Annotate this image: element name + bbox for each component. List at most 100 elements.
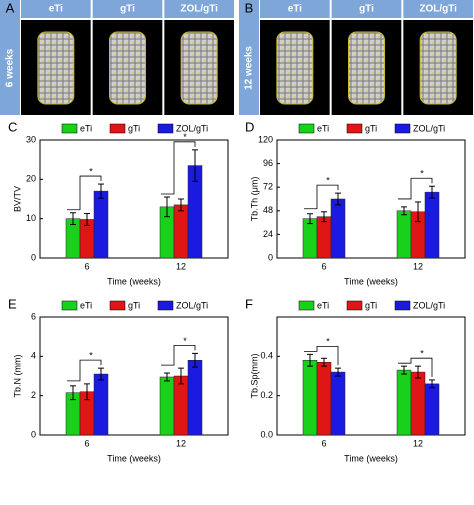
- legend-label: eTi: [317, 300, 329, 310]
- y-tick-label: 6: [31, 311, 36, 321]
- panel-label: B: [245, 0, 254, 15]
- row-label: 12 weeks: [244, 46, 255, 90]
- error-bar: [70, 212, 76, 226]
- row-label-bg: [0, 0, 20, 115]
- bar: [424, 383, 440, 436]
- bar: [93, 190, 109, 259]
- x-axis-label: Time (weeks): [107, 276, 161, 286]
- panel-label: D: [245, 119, 254, 134]
- error-bar: [164, 196, 170, 218]
- y-tick-label: 72: [263, 182, 273, 192]
- x-tick-label: 6: [84, 438, 89, 448]
- y-tick-label: 10: [26, 213, 36, 223]
- column-header: eTi: [288, 4, 302, 15]
- bar: [302, 218, 318, 259]
- error-bar: [84, 383, 90, 401]
- plot-frame: [276, 139, 466, 259]
- legend-swatch: [394, 300, 411, 311]
- significance-bracket: [67, 359, 102, 382]
- error-bar: [401, 206, 407, 216]
- panel-label: E: [8, 296, 17, 311]
- bar: [396, 210, 412, 259]
- y-tick-label: 20: [26, 174, 36, 184]
- bar: [159, 376, 175, 436]
- column-header-bg: [403, 0, 473, 18]
- error-bar: [415, 201, 421, 223]
- legend-swatch: [109, 123, 126, 134]
- y-tick-label: 96: [263, 158, 273, 168]
- row-label-bg: [239, 0, 259, 115]
- implant-render: [276, 31, 314, 105]
- x-tick-label: 6: [321, 261, 326, 271]
- implant-render: [348, 31, 385, 105]
- significance-mark: *: [420, 349, 424, 359]
- bar: [173, 375, 189, 436]
- legend-swatch: [298, 300, 315, 311]
- error-bar: [429, 185, 435, 199]
- panel-label: A: [6, 0, 15, 15]
- column-header: gTi: [359, 4, 374, 15]
- x-tick-label: 12: [413, 438, 423, 448]
- y-tick-label: 2: [31, 390, 36, 400]
- y-axis-label: Tb.N (mm): [12, 355, 22, 398]
- legend-label: ZOL/gTi: [413, 300, 445, 310]
- y-tick-label: 0.0: [260, 429, 273, 439]
- column-header-bg: [260, 0, 330, 18]
- error-bar: [98, 367, 104, 381]
- y-tick-label: 0: [31, 429, 36, 439]
- implant-render: [37, 31, 75, 105]
- error-bar: [335, 192, 341, 206]
- legend-label: gTi: [128, 123, 140, 133]
- legend-label: gTi: [365, 300, 377, 310]
- column-header-bg: [164, 0, 234, 18]
- error-bar: [307, 353, 313, 367]
- legend-label: gTi: [365, 123, 377, 133]
- x-tick-label: 6: [321, 438, 326, 448]
- significance-bracket: [67, 175, 102, 211]
- bar: [302, 360, 318, 436]
- y-axis-label: Tb.Sp(mm): [249, 353, 259, 398]
- column-header: ZOL/gTi: [419, 4, 457, 15]
- error-bar: [321, 357, 327, 367]
- legend-swatch: [394, 123, 411, 134]
- bar: [187, 360, 203, 436]
- significance-mark: *: [420, 169, 424, 179]
- x-tick-label: 6: [84, 261, 89, 271]
- error-bar: [307, 213, 313, 225]
- x-axis-label: Time (weeks): [344, 453, 398, 463]
- y-tick-label: 120: [258, 134, 273, 144]
- bar: [173, 204, 189, 259]
- implant-render: [109, 31, 146, 105]
- x-tick-label: 12: [176, 261, 186, 271]
- legend-swatch: [61, 300, 78, 311]
- error-bar: [178, 367, 184, 385]
- legend-label: eTi: [317, 123, 329, 133]
- x-axis-label: Time (weeks): [344, 276, 398, 286]
- legend-label: ZOL/gTi: [176, 123, 208, 133]
- significance-bracket: [304, 345, 339, 366]
- y-tick-label: 48: [263, 205, 273, 215]
- x-tick-label: 12: [413, 261, 423, 271]
- legend-swatch: [346, 300, 363, 311]
- legend-swatch: [109, 300, 126, 311]
- significance-mark: *: [183, 132, 187, 142]
- y-axis-label: BV/TV: [12, 186, 22, 212]
- error-bar: [70, 385, 76, 401]
- significance-bracket: [398, 357, 433, 377]
- legend-label: ZOL/gTi: [176, 300, 208, 310]
- implant-render: [419, 31, 457, 105]
- bar: [316, 361, 332, 436]
- error-bar: [98, 183, 104, 199]
- error-bar: [429, 379, 435, 389]
- significance-mark: *: [326, 337, 330, 347]
- significance-mark: *: [183, 336, 187, 346]
- bar: [396, 369, 412, 436]
- significance-bracket: [398, 177, 433, 200]
- significance-mark: *: [89, 351, 93, 361]
- bar: [410, 371, 426, 436]
- y-tick-label: 4: [31, 351, 36, 361]
- legend-label: ZOL/gTi: [413, 123, 445, 133]
- legend-swatch: [346, 123, 363, 134]
